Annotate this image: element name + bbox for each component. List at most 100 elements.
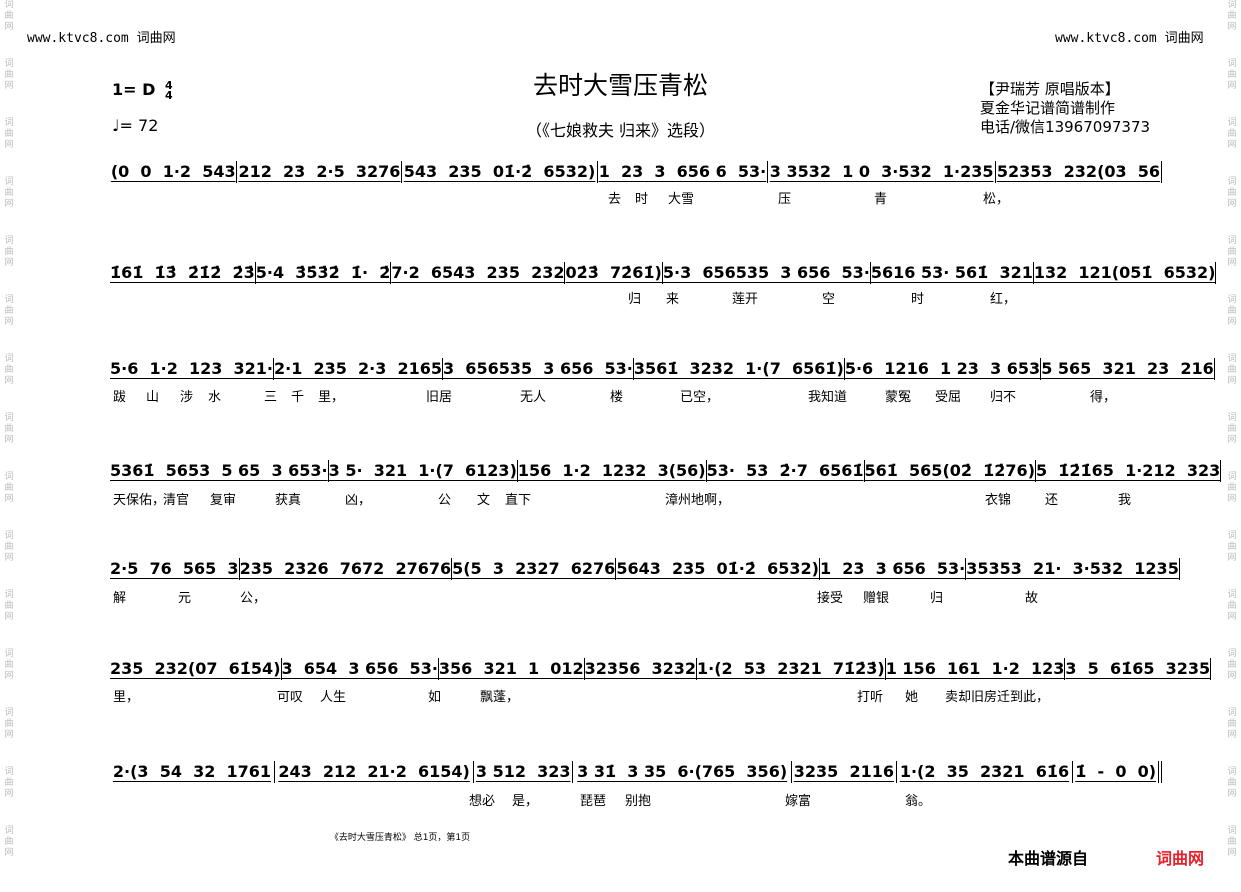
score-line: 5361̇ 5653 5 65 3 653· 3 5· 321 1·(7 6123… (110, 459, 1222, 483)
measure: 1·(2 35 2321 61̇6 (897, 761, 1074, 783)
lyric: 压 (778, 192, 792, 207)
lyric: 故 (1025, 591, 1039, 606)
side-watermark-right: 词曲网 词曲网 词曲网 词曲网 词曲网 词曲网 词曲网 词曲网 词曲网 词曲网 词曲网 词曲网 词曲网词… (1225, 0, 1239, 885)
lyric: 归 (628, 292, 642, 307)
lyric: 打听 (857, 690, 884, 705)
lyric: 大雪 (668, 192, 695, 207)
lyric: 清官 (163, 493, 190, 508)
lyric: 已空， (680, 390, 720, 405)
watermark-text: 词曲网 (4, 590, 14, 622)
measure: 3 5· 321 1·(7 6123) (328, 460, 518, 482)
measure: 212 23 2·5 3276 (237, 161, 403, 183)
lyric: 楼 (610, 390, 624, 405)
measure: 53· 53 2̇·7 6561̇ (706, 460, 865, 482)
measure: 5 1̇2̇1̇65 1·212 323 (1036, 460, 1222, 482)
measure: 3235 2116 (792, 761, 897, 783)
lyric: 莲开 (732, 292, 759, 307)
measure: 235 2326 7672 27676 (239, 558, 453, 580)
watermark-text: 词曲网 (4, 531, 14, 563)
lyric: 还 (1045, 493, 1059, 508)
lyric: 飘蓬， (480, 690, 520, 705)
lyric: 来 (666, 292, 680, 307)
measure: 5·6 1216 1 23 3 653 (844, 358, 1042, 380)
lyric: 无人 (520, 390, 547, 405)
measure: 543 235 01̇·2̇ 6532) (402, 161, 598, 183)
site-watermark-left: www.ktvc8.com 词曲网 (27, 31, 176, 46)
measure: 561̇ 565(02̇ 1̇2̇76) (864, 460, 1036, 482)
lyric: 红， (990, 292, 1017, 307)
lyric: 如 (428, 690, 442, 705)
time-bottom: 4 (164, 88, 173, 102)
watermark-text: 词曲网 (4, 354, 14, 386)
lyric: 是， (512, 794, 539, 809)
watermark-text: 词曲网 (1227, 59, 1237, 91)
watermark-text: 词曲网 (1227, 590, 1237, 622)
tempo-marking: ♩= 72 (112, 116, 159, 135)
watermark-text: 词曲网 (4, 649, 14, 681)
lyric: 公 (438, 493, 452, 508)
measure: 5 565 321 23 216 (1041, 358, 1215, 380)
lyric: 文 (477, 493, 491, 508)
measure: 52353 232(03 56 (996, 161, 1162, 183)
measure: 02̇3̇ 72̇61̇) (565, 262, 663, 284)
watermark-text: 词曲网 (1227, 177, 1237, 209)
measure: (0 0 1·2 543 (110, 161, 238, 183)
measure: 3 31̇ 3 35 6·(765 356) (573, 761, 793, 783)
lyric: 想必 (469, 794, 496, 809)
watermark-text: 词曲网 (1227, 118, 1237, 150)
watermark-text: 词曲网 (1227, 826, 1237, 858)
measure: 5616 53· 561̇ 321 (870, 262, 1034, 284)
watermark-text: 词曲网 (1227, 354, 1237, 386)
measure: 1 156 161 1·2 123 (885, 658, 1066, 680)
measure: 3 656535 3 656 53· (443, 358, 634, 380)
source-label: 本曲谱源自 (1008, 849, 1089, 868)
score-line: 5·6 1·2 123 321· 2·1 235 2·3 2165 3 656535… (110, 357, 1215, 381)
watermark-text: 词曲网 (4, 295, 14, 327)
lyric: 去 (608, 192, 622, 207)
score-line: (0 0 1·2 543 212 23 2·5 3276 543 235 01̇·2… (110, 160, 1162, 184)
song-title: 去时大雪压青松 (532, 71, 708, 100)
watermark-text: 词曲网 (4, 0, 14, 32)
watermark-text: 词曲网 (4, 59, 14, 91)
measure: 156 1·2 1232 3(56) (517, 460, 707, 482)
watermark-text: 词曲网 (1227, 531, 1237, 563)
measure: 3 654 3 656 53· (281, 658, 439, 680)
lyric: 跋 (113, 390, 127, 405)
lyric: 元 (178, 591, 192, 606)
measure: 1 23 3 656 6 53· (598, 161, 769, 183)
lyric: 天保佑， (113, 493, 166, 508)
site-watermark-right: www.ktvc8.com 词曲网 (1055, 31, 1204, 46)
measure: 2·(3 54 32 1761 (110, 761, 275, 783)
measure: 132 121(051̇ 6532) (1033, 262, 1217, 284)
lyric: 时 (911, 292, 925, 307)
lyric: 里， (318, 390, 345, 405)
measure: 1 23 3 656 53· (819, 558, 967, 580)
measure: 32356 3232 (584, 658, 697, 680)
lyric: 归不 (990, 390, 1017, 405)
watermark-text: 词曲网 (1227, 767, 1237, 799)
lyric: 得， (1090, 390, 1117, 405)
measure: 235 232(07 61̇54) (110, 658, 282, 680)
lyric: 漳州地啊， (665, 493, 731, 508)
lyric: 公， (240, 591, 267, 606)
source-site-logo: 词曲网 (1156, 849, 1205, 868)
lyric: 获真 (275, 493, 302, 508)
lyric: 直下 (505, 493, 532, 508)
watermark-text: 词曲网 (1227, 236, 1237, 268)
lyric: 琵琶 (580, 794, 607, 809)
measure: 5361̇ 5653 5 65 3 653· (110, 460, 329, 482)
lyric: 三 (264, 390, 278, 405)
lyric: 山 (146, 390, 160, 405)
time-top: 4 (164, 78, 173, 92)
measure: 3 512 323 (474, 761, 574, 783)
lyric: 人生 (320, 690, 347, 705)
watermark-text: 词曲网 (4, 118, 14, 150)
lyric: 接受 (817, 591, 844, 606)
page-footer: 《去时大雪压青松》 总1页，第1页 (329, 833, 471, 843)
watermark-text: 词曲网 (4, 236, 14, 268)
lyric: 里， (113, 690, 140, 705)
side-watermark-left: 词曲网 词曲网 词曲网 词曲网 词曲网 词曲网 词曲网 词曲网 词曲网 词曲网 词曲网 词曲网 词曲网词… (2, 0, 16, 885)
measure: 5643 235 01̇·2̇ 6532) (616, 558, 820, 580)
measure: 5·3 656535 3 656 53· (662, 262, 871, 284)
